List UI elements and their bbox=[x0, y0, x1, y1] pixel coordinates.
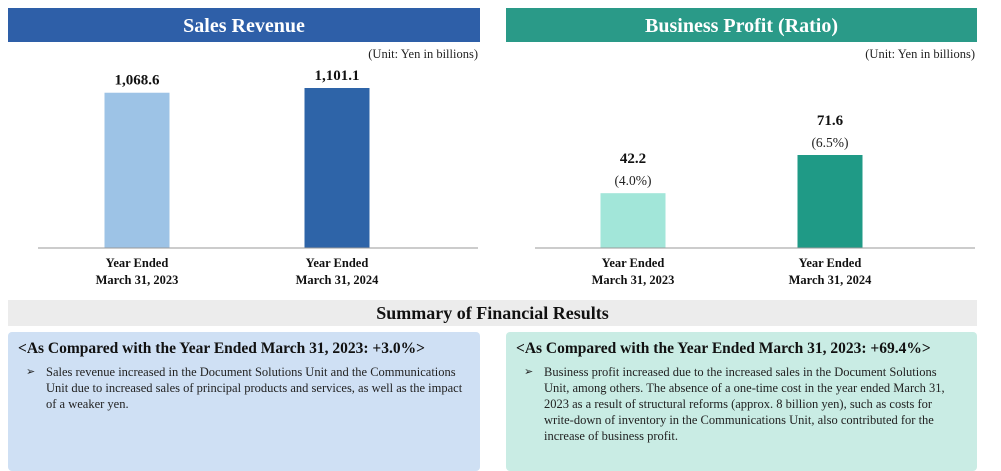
value-label: 71.6 bbox=[817, 113, 844, 129]
category-label: Year Ended bbox=[799, 256, 862, 270]
summary-title: Summary of Financial Results bbox=[8, 300, 977, 326]
bullet: Sales revenue increased in the Document … bbox=[26, 364, 466, 412]
category-label: March 31, 2024 bbox=[296, 273, 379, 287]
unit-label: (Unit: Yen in billions) bbox=[368, 47, 478, 61]
charts: Sales Revenue (Unit: Yen in billions) 1,06… bbox=[8, 8, 977, 287]
bar bbox=[600, 193, 666, 248]
bullet: Business profit increased due to the inc… bbox=[524, 364, 954, 444]
bar bbox=[104, 92, 170, 248]
bullet-list: Sales revenue increased in the Document … bbox=[18, 364, 470, 412]
category-label: Year Ended bbox=[602, 256, 665, 270]
chart-header bbox=[506, 8, 977, 42]
unit-label: (Unit: Yen in billions) bbox=[865, 47, 975, 61]
category-label: March 31, 2023 bbox=[592, 273, 675, 287]
ratio-label: (4.0%) bbox=[614, 173, 651, 188]
value-label: 1,101.1 bbox=[315, 68, 360, 84]
ratio-label: (6.5%) bbox=[811, 135, 848, 150]
chart-title: Sales Revenue bbox=[183, 15, 305, 37]
bar bbox=[304, 88, 370, 248]
summary-box: <As Compared with the Year Ended March 3… bbox=[506, 332, 977, 471]
value-label: 1,068.6 bbox=[115, 73, 161, 89]
category-label: March 31, 2024 bbox=[789, 273, 872, 287]
category-label: Year Ended bbox=[306, 256, 369, 270]
summary-heading: <As Compared with the Year Ended March 3… bbox=[516, 340, 931, 357]
category-label: Year Ended bbox=[106, 256, 169, 270]
chart-header bbox=[8, 8, 480, 42]
bar bbox=[797, 155, 863, 248]
chart-title: Business Profit (Ratio) bbox=[645, 15, 838, 37]
category-label: March 31, 2023 bbox=[96, 273, 179, 287]
summary-heading: <As Compared with the Year Ended March 3… bbox=[18, 340, 425, 357]
summary-box: <As Compared with the Year Ended March 3… bbox=[8, 332, 480, 471]
bullet-list: Business profit increased due to the inc… bbox=[516, 364, 967, 444]
value-label: 42.2 bbox=[620, 151, 646, 167]
